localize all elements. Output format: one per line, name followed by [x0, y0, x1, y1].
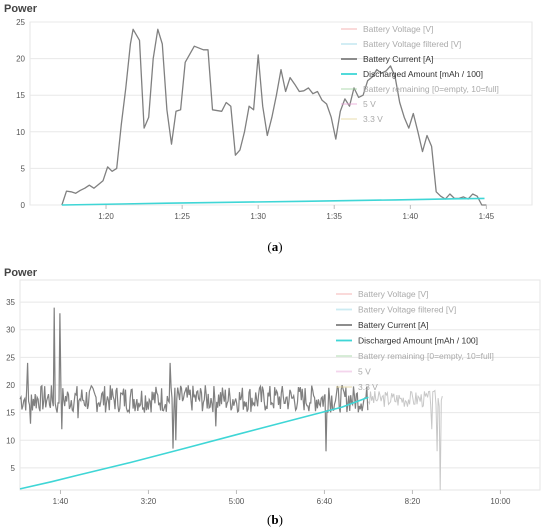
legend-entry: Battery Current [A] [358, 320, 428, 330]
y-tick-label: 35 [6, 298, 15, 307]
y-tick-label: 20 [16, 55, 25, 64]
chart-b-y-axis: 5 10 15 20 25 30 35 [6, 298, 15, 473]
legend-entry: 3.3 V [358, 382, 378, 392]
x-tick-label: 1:40 [53, 497, 69, 506]
series-line-battery-current-faint [367, 389, 443, 491]
legend-entry: 5 V [358, 367, 371, 377]
y-tick-label: 0 [21, 201, 26, 210]
series-line-battery-current [19, 307, 369, 452]
legend-entry: Battery Voltage filtered [V] [363, 39, 461, 49]
legend-entry: Battery Voltage [V] [358, 289, 428, 299]
x-tick-label: 1:30 [250, 212, 266, 221]
legend-entry: 5 V [363, 99, 376, 109]
plot-frame [29, 21, 533, 206]
series-line-discharged-amount [61, 197, 485, 206]
x-tick-label: 8:20 [405, 497, 421, 506]
y-tick-label: 10 [16, 128, 25, 137]
legend-entry: Battery Voltage [V] [363, 24, 433, 34]
x-tick-label: 1:45 [479, 212, 495, 221]
chart-a-grid [29, 21, 533, 206]
legend-entry: 3.3 V [363, 114, 383, 124]
legend-entry: Battery remaining [0=empty, 10=full] [358, 351, 494, 361]
chart-b-series [19, 307, 443, 491]
chart-a-legend: Battery Voltage [V] Battery Voltage filte… [341, 24, 499, 124]
y-tick-label: 10 [6, 436, 15, 445]
x-tick-label: 10:00 [490, 497, 511, 506]
legend-entry: Battery remaining [0=empty, 10=full] [363, 84, 499, 94]
chart-b-grid [19, 279, 541, 491]
legend-entry: Battery Voltage filtered [V] [358, 305, 456, 315]
y-tick-label: 30 [6, 326, 15, 335]
chart-panel-b: Power Battery Voltage [V]Battery Voltage… [4, 267, 541, 506]
chart-a-series [61, 28, 487, 206]
chart-a-x-axis: 1:20 1:25 1:30 1:35 1:40 1:45 [98, 205, 495, 221]
y-tick-label: 25 [6, 353, 15, 362]
chart-panel-a: Power Battery Voltage [V]Battery Voltage… [4, 3, 533, 221]
y-tick-label: 15 [16, 91, 25, 100]
caption-b: (b) [267, 512, 283, 527]
chart-b-x-axis: 1:40 3:20 5:00 6:40 8:20 10:00 [53, 490, 511, 506]
x-tick-label: 1:40 [403, 212, 419, 221]
chart-b-title: Power [4, 267, 38, 279]
legend-entry: Discharged Amount [mAh / 100] [363, 69, 483, 79]
x-tick-label: 1:20 [98, 212, 114, 221]
chart-b-legend: Battery Voltage [V] Battery Voltage filte… [336, 289, 494, 392]
legend-entry: Battery Current [A] [363, 54, 433, 64]
y-tick-label: 25 [16, 18, 25, 27]
y-tick-label: 5 [21, 164, 26, 173]
x-tick-label: 1:35 [326, 212, 342, 221]
x-tick-label: 1:25 [174, 212, 190, 221]
y-tick-label: 20 [6, 381, 15, 390]
x-tick-label: 5:00 [229, 497, 245, 506]
chart-a-y-axis: 0 5 10 15 20 25 [16, 18, 25, 210]
x-tick-label: 3:20 [141, 497, 157, 506]
series-line-battery-current [61, 28, 487, 206]
x-tick-label: 6:40 [317, 497, 333, 506]
series-line-discharged-amount [19, 396, 369, 490]
y-tick-label: 5 [11, 464, 16, 473]
legend-entry: Discharged Amount [mAh / 100] [358, 336, 478, 346]
y-tick-label: 15 [6, 409, 15, 418]
chart-a-title: Power [4, 3, 38, 15]
caption-a: (a) [267, 239, 282, 254]
